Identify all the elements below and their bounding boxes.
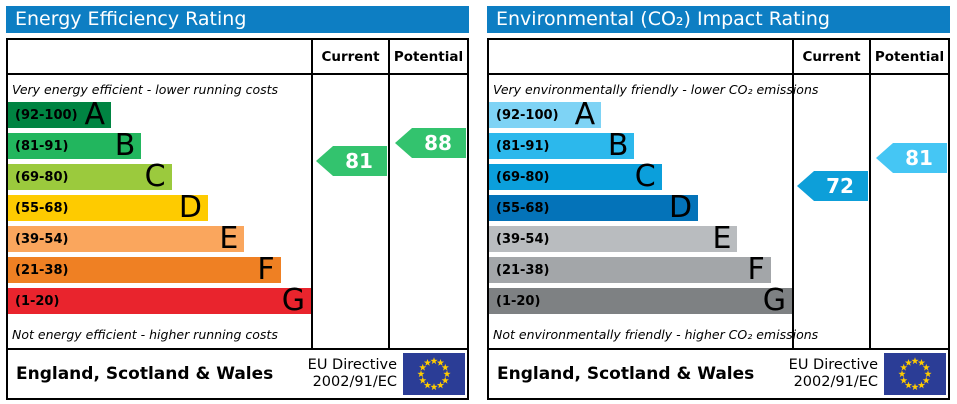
eu-directive-label: EU Directive 2002/91/EC <box>789 357 878 391</box>
band-letter: G <box>762 283 786 318</box>
current-column-header: Current <box>792 40 869 73</box>
band-range: (81-91) <box>15 138 69 154</box>
band-range: (81-91) <box>496 138 550 154</box>
band-b: (81-91) B <box>8 128 142 163</box>
rating-bands: (92-100) A (81-91) B (69-80) C (55-68) <box>489 97 792 319</box>
potential-column: 81 <box>869 75 948 348</box>
potential-rating-arrow: 88 <box>395 128 466 158</box>
eu-directive-line2: 2002/91/EC <box>793 374 878 390</box>
table-body-row: Very energy efficient - lower running co… <box>8 75 467 348</box>
band-d: (55-68) D <box>8 190 208 225</box>
band-range: (69-80) <box>496 169 550 185</box>
band-letter: A <box>574 97 596 132</box>
eu-directive-label: EU Directive 2002/91/EC <box>308 357 397 391</box>
energy-efficiency-chart: Energy Efficiency Rating Current Potenti… <box>6 6 469 400</box>
band-range: (21-38) <box>496 262 550 278</box>
current-rating-arrow: 81 <box>316 146 387 176</box>
band-g: (1-20) G <box>489 283 792 318</box>
potential-rating-arrow: 81 <box>876 143 947 173</box>
bottom-caption: Not energy efficient - higher running co… <box>12 327 278 342</box>
band-e: (39-54) E <box>489 221 738 256</box>
potential-column-header: Potential <box>869 40 948 73</box>
potential-column: 88 <box>388 75 467 348</box>
band-range: (55-68) <box>15 200 69 216</box>
rating-table: Current Potential Very energy efficient … <box>6 38 469 400</box>
table-body-row: Very environmentally friendly - lower CO… <box>489 75 948 348</box>
band-range: (1-20) <box>15 293 60 309</box>
band-range: (69-80) <box>15 169 69 185</box>
band-letter: E <box>219 221 239 256</box>
bands-area: Very environmentally friendly - lower CO… <box>489 75 818 348</box>
band-a: (92-100) A <box>489 97 602 132</box>
eu-directive-line1: EU Directive <box>307 356 397 373</box>
current-column-header: Current <box>311 40 388 73</box>
band-letter: C <box>144 159 166 194</box>
band-f: (21-38) F <box>489 252 771 287</box>
band-d: (55-68) D <box>489 190 699 225</box>
band-f: (21-38) F <box>8 252 281 287</box>
band-range: (92-100) <box>496 107 559 123</box>
band-c: (69-80) C <box>489 159 662 194</box>
current-column: 81 <box>311 75 388 348</box>
eu-directive-line2: 2002/91/EC <box>312 374 397 390</box>
top-caption: Very energy efficient - lower running co… <box>12 82 279 97</box>
band-range: (55-68) <box>496 200 550 216</box>
band-g: (1-20) G <box>8 283 311 318</box>
table-header-row: Current Potential <box>8 40 467 75</box>
band-range: (21-38) <box>15 262 69 278</box>
band-letter: B <box>607 128 629 163</box>
eu-flag-icon <box>403 353 465 395</box>
band-letter: C <box>634 159 656 194</box>
chart-title: Environmental (CO₂) Impact Rating <box>487 6 950 33</box>
current-rating-arrow: 72 <box>797 171 868 201</box>
table-footer-row: England, Scotland & Wales EU Directive 2… <box>8 348 467 398</box>
band-letter: B <box>114 128 136 163</box>
band-letter: G <box>281 283 305 318</box>
header-spacer <box>8 40 311 73</box>
table-header-row: Current Potential <box>489 40 948 75</box>
band-letter: F <box>257 252 275 287</box>
region-label: England, Scotland & Wales <box>497 364 755 384</box>
band-b: (81-91) B <box>489 128 635 163</box>
band-range: (39-54) <box>496 231 550 247</box>
band-letter: D <box>668 190 693 225</box>
band-letter: E <box>712 221 732 256</box>
current-rating-value: 81 <box>345 149 373 173</box>
potential-rating-value: 81 <box>905 146 933 170</box>
header-spacer <box>489 40 792 73</box>
eu-flag-icon <box>884 353 946 395</box>
band-a: (92-100) A <box>8 97 112 132</box>
band-c: (69-80) C <box>8 159 172 194</box>
potential-column-header: Potential <box>388 40 467 73</box>
current-rating-value: 72 <box>826 174 854 198</box>
chart-title: Energy Efficiency Rating <box>6 6 469 33</box>
table-footer-row: England, Scotland & Wales EU Directive 2… <box>489 348 948 398</box>
band-e: (39-54) E <box>8 221 245 256</box>
band-letter: D <box>178 190 202 225</box>
bottom-caption: Not environmentally friendly - higher CO… <box>493 327 819 342</box>
band-range: (92-100) <box>15 107 78 123</box>
potential-rating-value: 88 <box>424 131 452 155</box>
bands-area: Very energy efficient - lower running co… <box>8 75 311 348</box>
band-range: (1-20) <box>496 293 541 309</box>
top-caption: Very environmentally friendly - lower CO… <box>493 82 819 97</box>
band-range: (39-54) <box>15 231 69 247</box>
current-column: 72 <box>792 75 869 348</box>
eu-directive-line1: EU Directive <box>788 356 878 373</box>
region-label: England, Scotland & Wales <box>16 364 274 384</box>
band-letter: A <box>84 97 106 132</box>
environmental-impact-chart: Environmental (CO₂) Impact Rating Curren… <box>487 6 950 400</box>
rating-table: Current Potential Very environmentally f… <box>487 38 950 400</box>
band-letter: F <box>747 252 765 287</box>
rating-bands: (92-100) A (81-91) B (69-80) C (55-68) <box>8 97 311 319</box>
